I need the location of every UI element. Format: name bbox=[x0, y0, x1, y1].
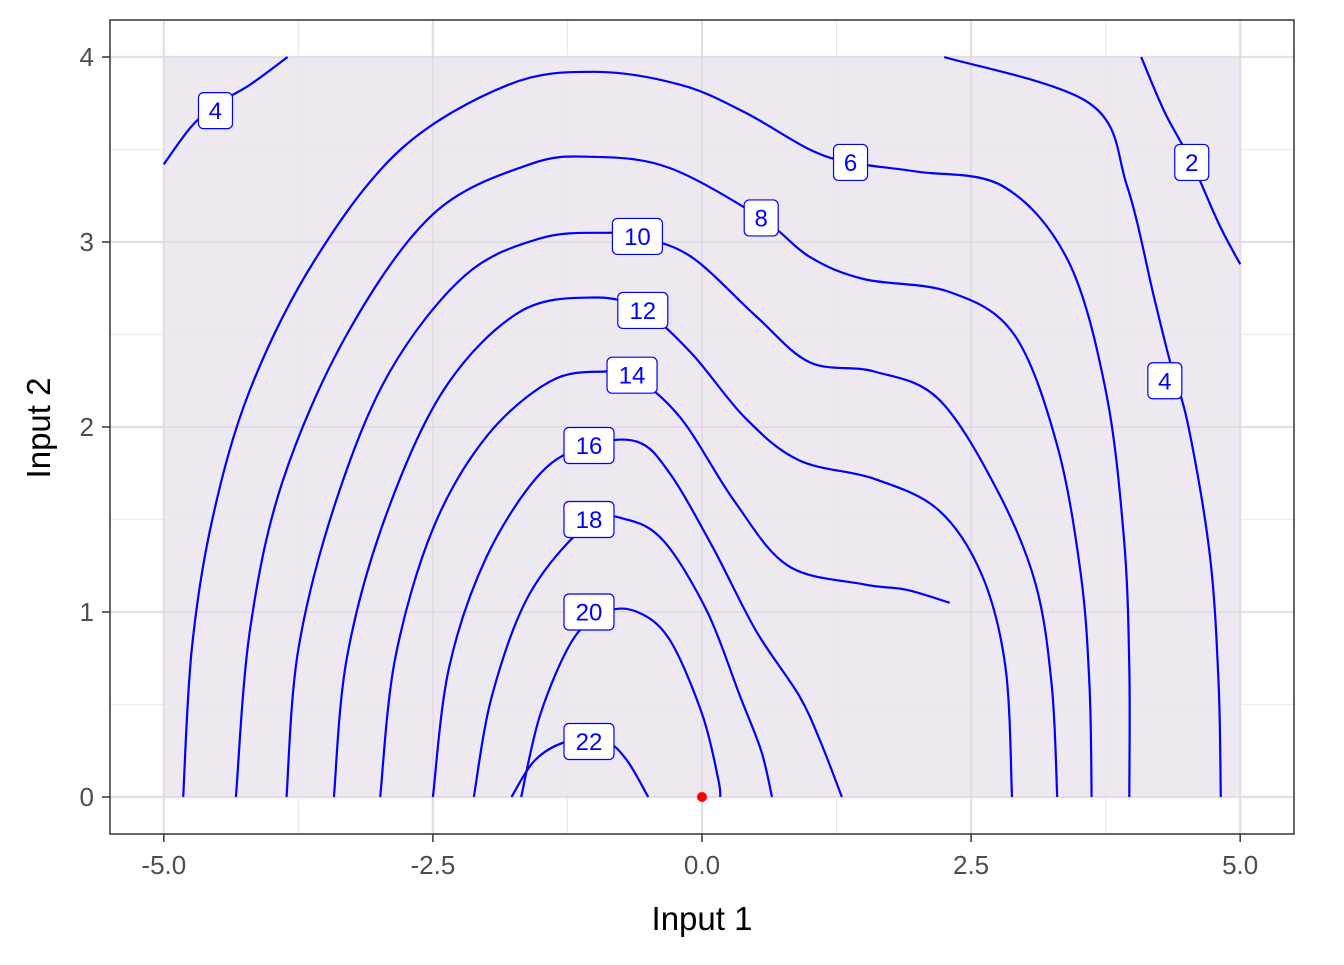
contour-label-box bbox=[563, 722, 615, 761]
contour-label-text: 18 bbox=[576, 507, 603, 534]
contour-label-18: 18 bbox=[563, 500, 615, 539]
contour-label-text: 16 bbox=[576, 433, 603, 460]
data-point bbox=[697, 792, 707, 802]
contour-line-16 bbox=[431, 438, 843, 798]
x-tick-label: 2.5 bbox=[953, 850, 989, 880]
contour-label-box bbox=[743, 199, 779, 237]
contour-label-box bbox=[563, 500, 615, 539]
y-tick-label: 0 bbox=[80, 782, 94, 812]
contour-label-text: 8 bbox=[755, 205, 768, 232]
y-axis-title: Input 2 bbox=[20, 378, 57, 479]
y-tick-label: 2 bbox=[80, 412, 94, 442]
x-axis-title: Input 1 bbox=[652, 900, 753, 937]
contour-line-6 bbox=[182, 70, 1131, 798]
contour-label-20: 20 bbox=[563, 593, 615, 631]
y-tick-label: 1 bbox=[80, 597, 94, 627]
contour-line-10 bbox=[285, 231, 1059, 798]
contour-labels: 2 4 4 6 8 10 12 14 16 18 20 22 bbox=[197, 92, 1210, 761]
contour-label-6: 6 bbox=[832, 143, 869, 182]
x-tick-label: -5.0 bbox=[141, 850, 186, 880]
contour-label-box bbox=[1147, 362, 1183, 400]
contour-line-18 bbox=[472, 514, 774, 798]
contour-label-12: 12 bbox=[617, 291, 669, 330]
contour-label-text: 10 bbox=[624, 224, 651, 251]
contour-label-box bbox=[611, 217, 664, 256]
contour-label-box bbox=[563, 593, 615, 631]
contour-label-text: 14 bbox=[619, 363, 646, 390]
contour-label-4: 4 bbox=[1147, 362, 1183, 400]
contour-label-22: 22 bbox=[563, 722, 615, 761]
contour-line-8 bbox=[234, 155, 1093, 798]
y-axis-ticks: 0 1 2 3 4 bbox=[80, 42, 110, 812]
contour-label-text: 6 bbox=[844, 150, 857, 177]
contour-label-text: 4 bbox=[1158, 368, 1171, 395]
x-tick-label: -2.5 bbox=[411, 850, 456, 880]
contour-label-8: 8 bbox=[743, 199, 779, 237]
contour-label-box bbox=[617, 291, 669, 330]
contour-label-10: 10 bbox=[611, 217, 664, 256]
contour-label-14: 14 bbox=[606, 356, 658, 394]
x-tick-label: 0.0 bbox=[684, 850, 720, 880]
contour-label-16: 16 bbox=[563, 426, 615, 465]
contour-label-box bbox=[563, 426, 615, 465]
contour-label-box bbox=[606, 356, 658, 394]
contour-label-box bbox=[1174, 143, 1210, 182]
contour-label-text: 20 bbox=[576, 600, 603, 627]
contour-label-text: 22 bbox=[576, 729, 603, 756]
contour-label-text: 4 bbox=[209, 98, 222, 125]
contour-label-text: 2 bbox=[1185, 150, 1198, 177]
contour-label-text: 12 bbox=[629, 298, 656, 325]
contour-line-12 bbox=[332, 296, 1014, 798]
contour-label-box bbox=[197, 92, 234, 130]
y-tick-label: 3 bbox=[80, 227, 94, 257]
contour-label-2: 2 bbox=[1174, 143, 1210, 182]
x-axis-ticks: -5.0 -2.5 0.0 2.5 5.0 bbox=[141, 834, 1258, 880]
x-tick-label: 5.0 bbox=[1222, 850, 1258, 880]
y-tick-label: 4 bbox=[80, 42, 94, 72]
contour-label-4: 4 bbox=[197, 92, 234, 130]
contour-line-20 bbox=[520, 607, 722, 798]
contour-label-box bbox=[832, 143, 869, 182]
